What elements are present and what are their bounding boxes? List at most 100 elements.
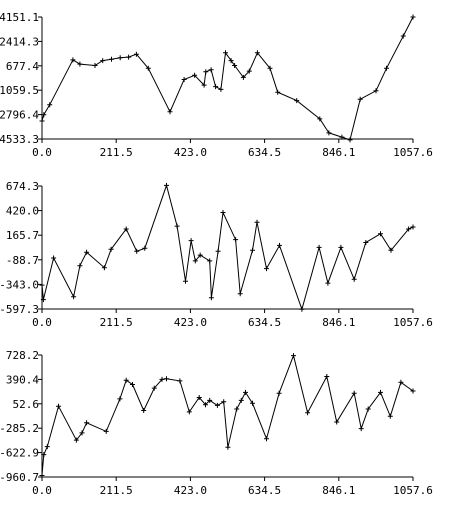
data-point-marker [254, 219, 260, 225]
data-point-marker [145, 65, 151, 71]
data-point-marker [133, 51, 139, 57]
data-point-marker [79, 430, 85, 436]
data-point-marker [164, 376, 169, 382]
data-point-marker [254, 50, 260, 56]
data-point-marker [264, 436, 269, 442]
data-point-marker [123, 377, 129, 383]
data-point-marker [151, 385, 157, 391]
y-tick-label: -622.9 [0, 447, 39, 460]
y-tick-label: -597.3 [0, 303, 39, 316]
data-point-marker [347, 137, 353, 143]
data-point-marker [108, 246, 114, 252]
data-point-marker [232, 63, 238, 68]
data-point-marker [44, 444, 50, 450]
data-point-marker [317, 116, 323, 122]
data-point-marker [326, 130, 332, 136]
chart-panel-3: 728.2 390.4 52.6 -285.2 -622.9 -960.70.0 211.5… [0, 349, 433, 497]
y-tick-label: -4533.3 [0, 133, 39, 146]
data-point-marker [275, 89, 281, 95]
data-point-marker [387, 413, 393, 419]
data-point-marker [41, 452, 47, 458]
data-point-marker [51, 255, 57, 261]
data-point-marker [130, 382, 135, 387]
data-point-marker [214, 402, 220, 408]
data-point-marker [109, 56, 114, 62]
data-point-marker [410, 14, 416, 20]
x-tick-label: 846.1 [322, 146, 355, 159]
data-point-marker [70, 57, 76, 63]
series-line [41, 16, 414, 141]
data-point-marker [181, 77, 187, 82]
data-point-marker [207, 258, 213, 264]
data-point-marker [117, 396, 123, 402]
data-point-marker [215, 248, 221, 254]
data-point-marker [240, 74, 246, 80]
data-point-marker [39, 118, 45, 124]
data-point-marker [398, 379, 404, 385]
y-tick-label: -2796.4 [0, 109, 39, 122]
data-point-marker [351, 276, 357, 282]
data-point-marker [196, 395, 202, 400]
y-tick-label: 52.6 [13, 398, 40, 411]
x-tick-label: 1057.6 [393, 316, 433, 329]
series-line [41, 353, 414, 476]
data-point-marker [267, 65, 273, 71]
data-point-marker [220, 210, 226, 215]
y-tick-label: 390.4 [6, 373, 39, 386]
chart-panel-2: 674.3 420.0 165.7 -88.7 -343.0 -597.30.0 211.5… [0, 180, 433, 329]
y-tick-label: 677.4 [6, 60, 39, 73]
data-point-marker [40, 297, 46, 303]
data-point-marker [56, 403, 61, 409]
data-point-marker [228, 58, 234, 64]
data-point-marker [203, 402, 208, 408]
y-tick-label: -285.2 [0, 422, 39, 435]
data-point-marker [192, 258, 198, 264]
x-tick-label: 423.0 [174, 484, 207, 497]
data-point-marker [357, 96, 363, 102]
data-point-marker [47, 102, 53, 108]
x-tick-label: 846.1 [322, 316, 355, 329]
data-point-marker [177, 378, 183, 384]
data-point-marker [246, 68, 252, 74]
data-point-marker [208, 67, 214, 73]
data-point-marker [406, 226, 412, 232]
x-tick-label: 0.0 [32, 316, 52, 329]
data-point-marker [237, 291, 243, 297]
data-point-marker [351, 390, 357, 396]
chart-panel-1: 4151.1 2414.3 677.4 -1059.5 -2796.4 -4533.30.… [0, 11, 433, 159]
data-point-marker [188, 238, 194, 244]
data-point-marker [339, 134, 345, 140]
data-point-marker [41, 112, 47, 118]
y-tick-label: -1059.5 [0, 84, 39, 97]
data-point-marker [378, 389, 383, 395]
data-point-marker [388, 247, 394, 253]
data-point-marker [77, 61, 83, 67]
data-point-marker [373, 88, 379, 94]
data-point-marker [410, 388, 416, 394]
data-point-marker [117, 55, 123, 61]
y-tick-label: 674.3 [6, 180, 39, 193]
data-point-marker [207, 397, 213, 403]
data-point-marker [358, 426, 364, 432]
data-point-marker [213, 84, 219, 90]
x-tick-label: 0.0 [32, 146, 52, 159]
data-point-marker [71, 294, 77, 300]
data-point-marker [208, 295, 214, 301]
x-tick-label: 1057.6 [393, 484, 433, 497]
y-tick-label: 165.7 [6, 229, 39, 242]
y-tick-label: 4151.1 [0, 11, 39, 24]
data-point-marker [384, 65, 389, 71]
data-point-marker [299, 306, 305, 312]
x-tick-label: 211.5 [100, 484, 133, 497]
data-point-marker [142, 245, 148, 251]
data-point-marker [223, 50, 228, 56]
data-point-marker [325, 280, 331, 286]
data-point-marker [316, 244, 322, 250]
data-point-marker [103, 428, 109, 434]
data-point-marker [39, 473, 45, 478]
data-point-marker [234, 406, 240, 412]
data-point-marker [77, 263, 83, 269]
data-point-marker [126, 54, 132, 60]
x-tick-label: 211.5 [100, 146, 133, 159]
